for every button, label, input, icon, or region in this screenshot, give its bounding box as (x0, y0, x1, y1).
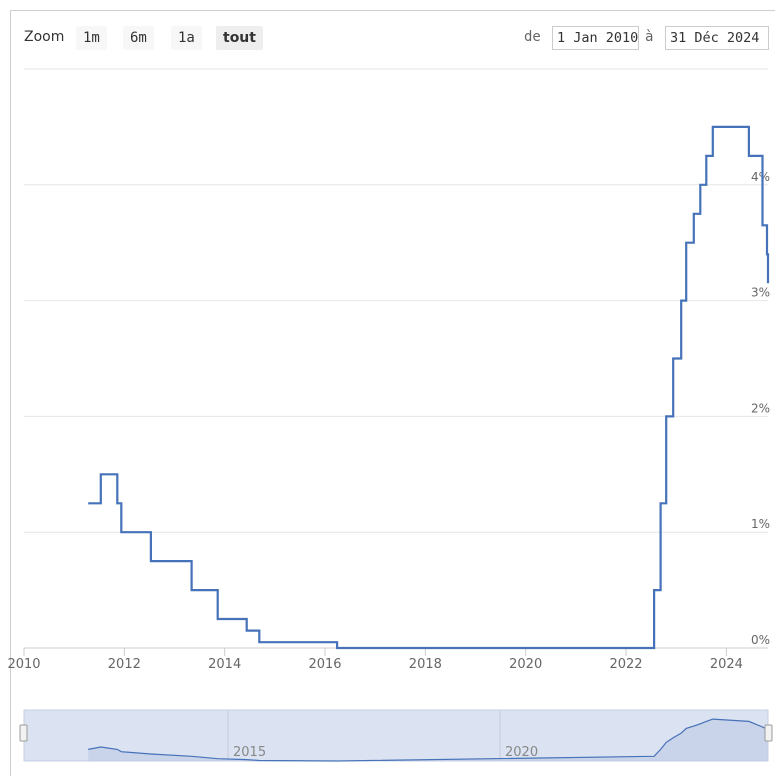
y-tick-label: 2% (751, 401, 770, 415)
navigator-tick-2020: 2020 (505, 745, 538, 760)
navigator-mask (23, 709, 769, 762)
x-tick-label: 2010 (7, 657, 40, 672)
navigator-handle-right[interactable] (764, 724, 773, 742)
navigator-series-area (88, 719, 768, 761)
zoom-button-all[interactable]: tout (216, 26, 263, 50)
y-tick-label: 4% (751, 170, 770, 184)
navigator-series-line (88, 718, 769, 762)
chart-container (10, 10, 775, 776)
zoom-button-1m[interactable]: 1m (76, 26, 107, 50)
navigator[interactable]: 2015 2020 (19, 709, 773, 762)
series-line (88, 125, 770, 650)
x-tick-label: 2014 (208, 657, 241, 672)
navigator-handle-left[interactable] (19, 724, 28, 742)
x-tick-label: 2012 (108, 657, 141, 672)
zoom-label: Zoom (24, 29, 65, 45)
from-label: de (524, 29, 541, 45)
x-tick-label: 2018 (409, 657, 442, 672)
x-tick-label: 2022 (609, 657, 642, 672)
navigator-tick-2015: 2015 (233, 745, 266, 760)
x-tick-label: 2024 (710, 657, 743, 672)
y-tick-label: 0% (751, 633, 770, 647)
y-tick-label: 3% (751, 286, 770, 300)
x-tick-label: 2016 (308, 657, 341, 672)
x-tick-label: 2020 (509, 657, 542, 672)
zoom-button-6m[interactable]: 6m (123, 26, 154, 50)
range-selector: Zoom 1m 6m 1a tout de 1 Jan 2010 à 31 Dé… (24, 26, 769, 52)
to-date-input[interactable]: 31 Déc 2024 (665, 26, 769, 50)
y-tick-label: 1% (751, 517, 770, 531)
zoom-button-1a[interactable]: 1a (171, 26, 202, 50)
to-label: à (645, 29, 654, 45)
from-date-input[interactable]: 1 Jan 2010 (552, 26, 639, 50)
